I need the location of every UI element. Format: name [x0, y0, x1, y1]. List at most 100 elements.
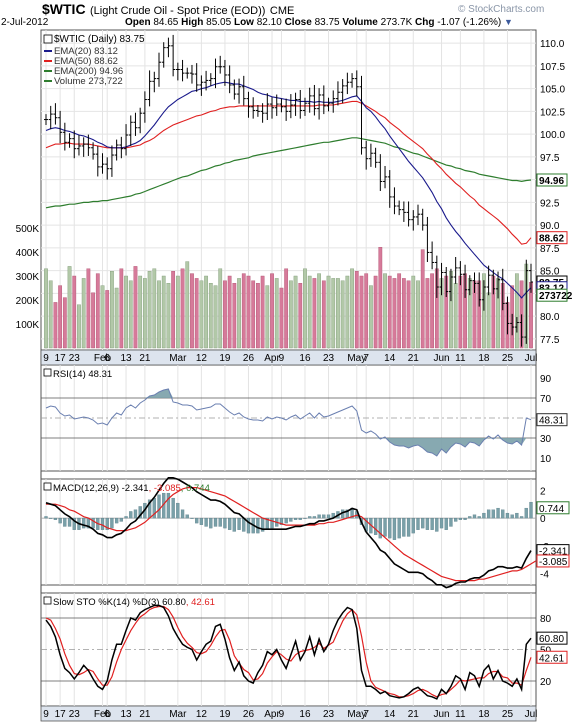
volume-bar: [350, 268, 354, 349]
date-tick-label: May: [347, 353, 366, 364]
price-bar: [237, 78, 242, 104]
volume-bar: [161, 275, 166, 349]
date-tick-label: 26: [243, 353, 255, 364]
macd-histogram-bar: [176, 502, 180, 519]
volume-bar: [128, 280, 133, 349]
price-bar: [119, 136, 124, 159]
price-tick-label: 85.0: [540, 267, 560, 278]
macd-histogram-bar: [270, 517, 274, 529]
date-tick-label: 17: [55, 709, 67, 720]
price-tick-label: 87.5: [540, 244, 560, 255]
price-bar: [453, 256, 458, 284]
date-tick-label: 6: [104, 353, 110, 364]
macd-histogram-bar: [430, 517, 434, 530]
price-bar: [368, 143, 373, 167]
volume-bar: [62, 297, 67, 349]
macd-histogram-bar: [482, 512, 486, 519]
volume-bar: [321, 280, 326, 349]
date-tick-label: Jul: [525, 709, 538, 720]
date-tick-label: 9: [43, 353, 49, 364]
volume-bar: [175, 275, 180, 349]
volume-bar: [48, 280, 53, 349]
volume-bar: [218, 268, 223, 349]
volume-bar: [293, 275, 298, 349]
macd-histogram-bar: [449, 517, 453, 527]
volume-bar: [420, 249, 425, 349]
date-tick-label: Feb: [94, 709, 112, 720]
macd-histogram-bar: [105, 517, 109, 530]
macd-histogram-bar: [312, 516, 317, 519]
price-bar: [345, 72, 350, 95]
volume-bar: [425, 278, 430, 349]
price-legend-swatch: [43, 34, 53, 44]
date-tick-label: 21: [139, 353, 151, 364]
volume-bar: [453, 283, 458, 349]
volume-bar: [185, 261, 190, 349]
volume-bar: [336, 278, 340, 349]
date-tick-label: 19: [219, 353, 231, 364]
price-bar: [312, 84, 317, 116]
macd-value-label: 0.744: [539, 504, 564, 515]
volume-bar: [147, 271, 152, 349]
macd-histogram-bar: [180, 509, 185, 519]
volume-bar: [340, 280, 345, 349]
price-bar: [317, 88, 322, 120]
macd-histogram-bar: [515, 512, 519, 519]
date-tick-label: 17: [55, 353, 67, 364]
rsi-tick-label: 70: [540, 394, 552, 405]
price-bar: [284, 98, 289, 121]
macd-histogram-bar: [303, 517, 307, 519]
volume-bar: [157, 280, 161, 349]
price-bar: [397, 200, 402, 216]
macd-histogram-bar: [279, 517, 284, 525]
macd-histogram-bar: [209, 517, 213, 529]
price-bar: [472, 272, 477, 293]
price-bar: [477, 272, 482, 307]
rsi-line: [45, 388, 532, 457]
volume-bar: [458, 275, 463, 349]
date-tick-label: 12: [196, 353, 208, 364]
date-tick-label: Jul: [525, 353, 538, 364]
price-bar: [274, 94, 279, 116]
volume-bar: [241, 273, 246, 349]
macd-value-tag: 0.744: [536, 501, 570, 515]
volume-bar: [317, 273, 321, 349]
macd-histogram-bar: [133, 509, 138, 519]
price-bar: [194, 63, 199, 92]
volume-tick-label: 500K: [16, 224, 40, 235]
volume-bar: [298, 283, 303, 349]
date-tick-label: 11: [455, 709, 466, 720]
price-bar: [505, 296, 510, 335]
macd-histogram-bar: [190, 517, 194, 519]
price-tag-box: [536, 173, 568, 187]
price-bar: [185, 67, 190, 79]
macd-histogram-bar: [383, 517, 387, 537]
macd-histogram-bar: [322, 514, 326, 519]
volume-bar: [378, 246, 383, 349]
date-tick-label: Jun: [433, 353, 449, 364]
sto-legend: Slow STO %K(14) %D(3) 60.80, 42.61: [53, 597, 215, 608]
macd-histogram-bar: [227, 517, 232, 530]
macd-histogram-bar: [388, 517, 392, 539]
macd-histogram-bar: [63, 517, 67, 527]
date-tick-label: Feb: [94, 353, 112, 364]
volume-bar: [401, 278, 406, 349]
ema200-line: [45, 137, 532, 209]
macd-histogram-bar: [53, 517, 58, 520]
down-triangle-icon[interactable]: ▼: [503, 17, 513, 27]
macd-histogram-bar: [129, 511, 133, 519]
macd-line: [45, 476, 532, 589]
date-tick-label: 23: [323, 353, 335, 364]
volume-bar: [227, 275, 232, 349]
macd-histogram-bar: [317, 514, 321, 519]
price-bar: [406, 201, 411, 227]
macd-histogram-bar: [138, 506, 142, 519]
price-bar: [189, 64, 194, 84]
volume-bar: [180, 268, 185, 349]
rsi-tick-label: 90: [540, 374, 552, 385]
price-tag-box: [536, 288, 568, 302]
volume-bar: [138, 275, 143, 349]
macd-histogram-bar: [444, 517, 448, 530]
price-bar: [76, 135, 81, 156]
